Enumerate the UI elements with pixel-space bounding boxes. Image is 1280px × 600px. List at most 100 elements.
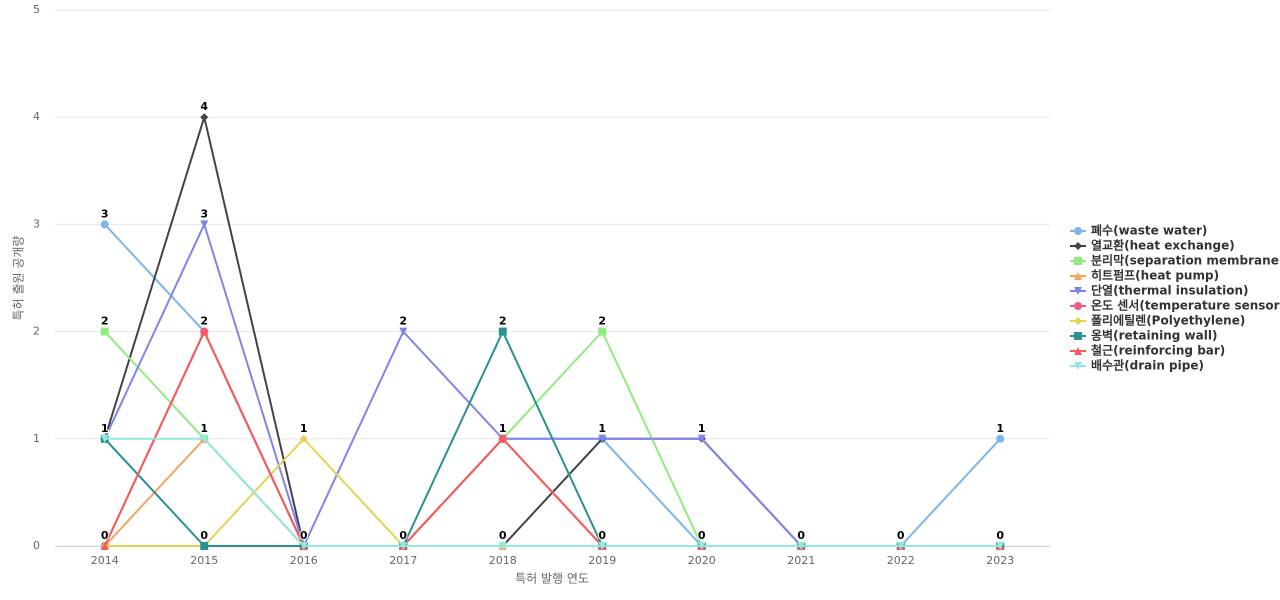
x-tick-label: 2023 (986, 554, 1014, 567)
legend-marker (1074, 347, 1082, 355)
data-label: 2 (499, 315, 507, 328)
legend-marker (1074, 317, 1082, 325)
x-tick-label: 2014 (91, 554, 119, 567)
legend-label: 열교환(heat exchange) (1091, 238, 1235, 253)
legend-item: 온도 센서(temperature sensor) (1070, 298, 1280, 313)
y-tick-label: 3 (33, 217, 40, 230)
data-label: 4 (200, 100, 208, 113)
data-label: 2 (200, 315, 208, 328)
marker (399, 542, 408, 550)
x-tick-label: 2015 (190, 554, 218, 567)
legend-item: 단열(thermal insulation) (1070, 283, 1248, 298)
marker (200, 220, 209, 229)
marker (598, 434, 607, 443)
legend-item: 배수관(drain pipe) (1070, 358, 1204, 373)
legend-item: 옹벽(retaining wall) (1070, 328, 1217, 343)
legend-marker (1074, 287, 1082, 295)
y-tick-label: 0 (33, 539, 40, 552)
data-label: 0 (698, 529, 706, 542)
series (100, 434, 1005, 550)
legend-marker (1074, 257, 1082, 265)
x-tick-label: 2019 (588, 554, 616, 567)
data-label: 3 (200, 207, 208, 220)
data-label: 0 (897, 529, 905, 542)
marker (299, 434, 308, 443)
legend-item: 철근(reinforcing bar) (1070, 343, 1225, 358)
data-label: 1 (101, 422, 109, 435)
legend-marker (1074, 242, 1082, 250)
data-label: 0 (996, 529, 1004, 542)
data-label: 1 (598, 422, 606, 435)
legend-label: 배수관(drain pipe) (1091, 358, 1204, 373)
data-label: 0 (399, 529, 407, 542)
legend-marker (1074, 332, 1082, 340)
data-label: 2 (399, 315, 407, 328)
data-label: 2 (598, 315, 606, 328)
line (104, 437, 1001, 547)
marker (100, 434, 109, 443)
legend-label: 옹벽(retaining wall) (1091, 328, 1217, 343)
data-label: 2 (101, 315, 109, 328)
marker (498, 542, 507, 550)
marker (100, 327, 109, 336)
x-tick-label: 2016 (290, 554, 318, 567)
legend-marker (1074, 302, 1082, 310)
legend-marker (1074, 362, 1082, 370)
data-label: 0 (499, 529, 507, 542)
marker (598, 542, 607, 550)
legend-label: 폐수(waste water) (1091, 223, 1207, 238)
marker (100, 542, 109, 550)
x-axis-title: 특허 발행 연도 (515, 571, 589, 586)
marker (797, 542, 806, 550)
legend-item: 폐수(waste water) (1070, 223, 1207, 238)
data-label: 1 (499, 422, 507, 435)
marker (200, 327, 209, 336)
marker (697, 542, 706, 550)
marker (598, 327, 607, 336)
legend-label: 단열(thermal insulation) (1091, 283, 1248, 298)
legend-item: 열교환(heat exchange) (1070, 238, 1235, 253)
legend-item: 분리막(separation membrane) (1070, 253, 1280, 268)
legend-label: 히트펌프(heat pump) (1091, 268, 1219, 283)
data-label: 0 (598, 529, 606, 542)
x-tick-label: 2022 (887, 554, 915, 567)
x-tick-label: 2021 (787, 554, 815, 567)
data-label: 1 (698, 422, 706, 435)
legend-label: 온도 센서(temperature sensor) (1091, 298, 1280, 313)
marker (498, 434, 507, 443)
legend-item: 폴리에틸렌(Polyethylene) (1070, 313, 1245, 328)
marker (697, 434, 706, 443)
x-tick-label: 2017 (389, 554, 417, 567)
x-tick-label: 2018 (489, 554, 517, 567)
legend-label: 분리막(separation membrane) (1091, 253, 1280, 268)
legend-label: 폴리에틸렌(Polyethylene) (1091, 313, 1245, 328)
data-label: 1 (200, 422, 208, 435)
legend-marker (1074, 272, 1082, 280)
data-label: 0 (797, 529, 805, 542)
y-axis-title: 특허 출원 공개량 (12, 236, 26, 321)
marker (200, 434, 209, 443)
y-tick-label: 4 (33, 110, 40, 123)
data-label: 1 (996, 422, 1004, 435)
y-tick-label: 1 (33, 432, 40, 445)
marker (200, 113, 209, 122)
y-tick-label: 5 (33, 3, 40, 16)
data-label: 3 (101, 207, 109, 220)
data-label: 0 (101, 529, 109, 542)
marker (498, 327, 507, 336)
marker (200, 542, 209, 550)
marker (100, 220, 109, 229)
legend-marker (1074, 227, 1082, 235)
x-tick-label: 2020 (688, 554, 716, 567)
legend-item: 히트펌프(heat pump) (1070, 268, 1219, 283)
marker (399, 327, 408, 336)
y-tick-label: 2 (33, 325, 40, 338)
data-label: 1 (300, 422, 308, 435)
data-label: 0 (300, 529, 308, 542)
marker (996, 434, 1005, 443)
data-label: 0 (200, 529, 208, 542)
legend-label: 철근(reinforcing bar) (1091, 343, 1225, 358)
marker (996, 542, 1005, 550)
marker (299, 542, 308, 550)
